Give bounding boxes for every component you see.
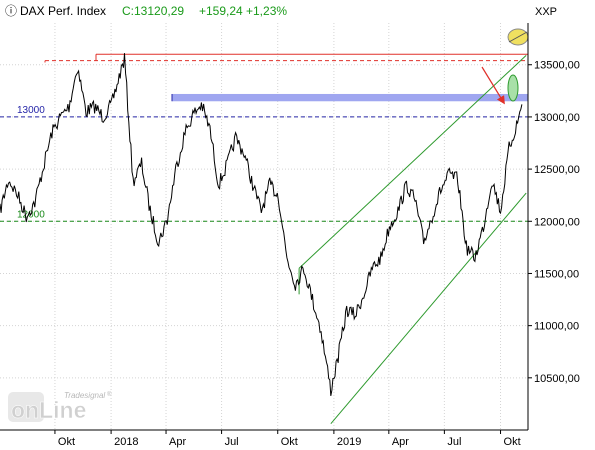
quote-last: C:13120,29 <box>122 4 184 18</box>
x-tick-label: Jul <box>447 436 461 448</box>
overlay-marks <box>481 28 529 105</box>
y-tick-label: 12000,00 <box>534 216 580 228</box>
x-tick-label: Okt <box>281 436 298 448</box>
watermark-box <box>8 392 44 422</box>
resistance-band <box>172 93 528 102</box>
x-tick-label: Jul <box>225 436 239 448</box>
info-icon[interactable]: ⓘ <box>5 4 17 18</box>
x-tick-label: Okt <box>504 436 521 448</box>
y-tick-label: 13000,00 <box>534 112 580 124</box>
chart-title: DAX Perf. Index <box>20 4 106 18</box>
price-series <box>0 53 523 396</box>
price-line <box>0 53 523 396</box>
quote-change-pct: +1,23% <box>246 4 287 18</box>
x-tick-label: Apr <box>169 436 186 448</box>
y-tick-label: 10500,00 <box>534 373 580 385</box>
watermark-small-text: Tradesignal <box>64 391 105 400</box>
y-axis: 13500,00 13000,00 12500,00 12000,00 11500,00… <box>528 60 580 385</box>
y-tick-label: 11500,00 <box>534 268 579 280</box>
target-ellipse-slash <box>508 31 528 43</box>
y-tick-label: 11000,00 <box>534 321 579 333</box>
channel-lower-line <box>330 192 527 425</box>
quote-change: +159,24 <box>199 4 243 18</box>
x-tick-label: Okt <box>58 436 75 448</box>
watermark-big-text: onLine <box>11 397 86 423</box>
x-tick-label: 2019 <box>337 436 361 448</box>
breakout-ellipse <box>507 74 519 102</box>
watermark-logo: Tradesignal ® onLine <box>8 391 112 423</box>
watermark-registered: ® <box>107 391 112 398</box>
x-tick-label: Apr <box>392 436 409 448</box>
x-axis: Okt 2018 Apr Jul Okt 2019 Apr Jul Okt <box>54 430 521 448</box>
y-tick-label: 13500,00 <box>534 60 580 72</box>
y-tick-label: 12500,00 <box>534 164 580 176</box>
target-arrow <box>481 66 505 105</box>
exchange-label: XXP <box>535 6 557 18</box>
level-label: 13000 <box>17 105 45 116</box>
channel-upper-line <box>298 54 527 269</box>
x-tick-label: 2018 <box>114 436 138 448</box>
